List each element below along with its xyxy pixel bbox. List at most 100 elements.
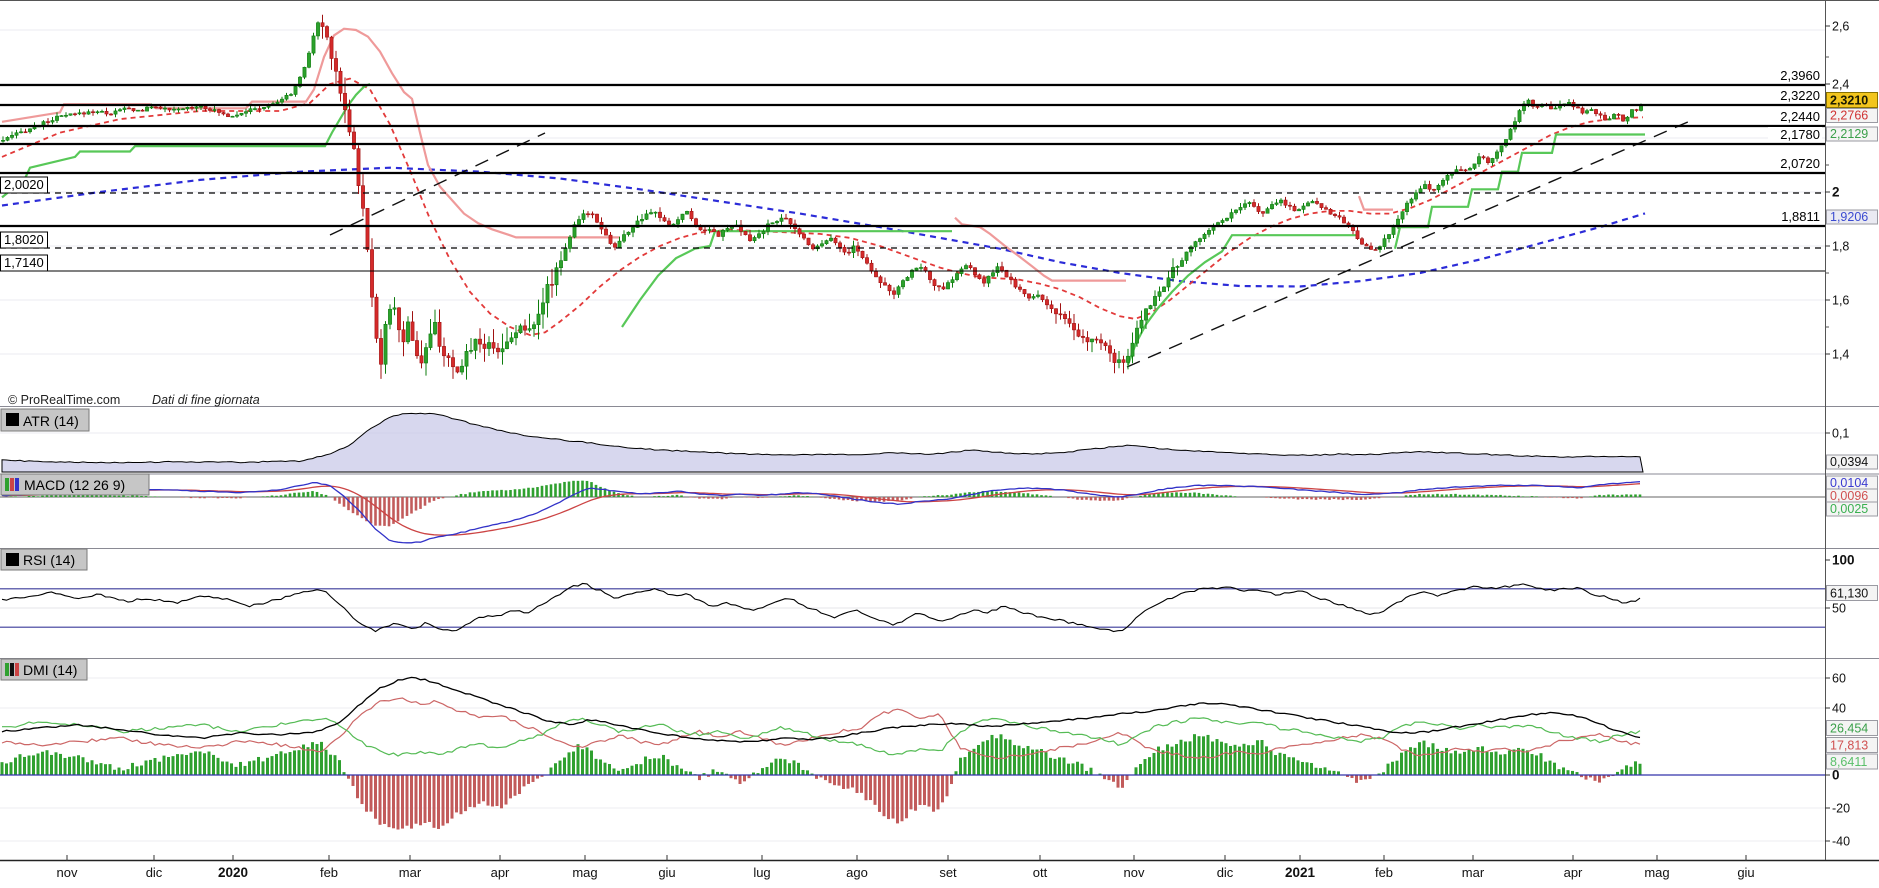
main-axis-tick: 1,6 — [1832, 294, 1849, 308]
price-level-label-bg — [1768, 127, 1822, 142]
month-label: feb — [1375, 865, 1393, 880]
dmi-adx-line — [1, 676, 1641, 743]
price-level-label-box — [0, 254, 48, 272]
price-level-label-bg — [1768, 109, 1822, 124]
dmi-indicator-label[interactable]: DMI (14) — [0, 658, 88, 681]
month-label: nov — [57, 865, 78, 880]
price-level-label: 2,3220 — [1780, 88, 1820, 103]
price-level-label-bg — [1768, 88, 1822, 103]
rsi-indicator-label[interactable]: RSI (14) — [0, 548, 88, 571]
atr-indicator-label[interactable]: ATR (14) — [0, 408, 90, 432]
month-label: lug — [753, 865, 770, 880]
rsi-value: 61,130 — [1830, 587, 1868, 601]
atr-legend-icon — [6, 413, 19, 426]
month-label: feb — [320, 865, 338, 880]
main-axis-tick: 1,4 — [1832, 348, 1849, 362]
month-label: 2021 — [1285, 865, 1316, 880]
month-label: ago — [846, 865, 868, 880]
dmi-hist-value: 8,6411 — [1830, 755, 1867, 769]
atr-area — [1, 412, 1644, 473]
price-level-label-box — [0, 231, 48, 249]
dmi-plus-di-value-box: 26,454 — [1826, 720, 1878, 736]
main-axis-tick: 2,4 — [1832, 78, 1849, 92]
rsi-axis-tick: 50 — [1832, 602, 1846, 616]
month-label: mar — [1462, 865, 1485, 880]
axis-ticks[interactable]: 2,6 2,4 2 1,8 1,6 1,4 0,1 100 50 60 40 0 -20 -40 — [1825, 20, 1855, 849]
dmi-axis-tick: 0 — [1832, 768, 1840, 783]
price-level-label: 1,7140 — [4, 255, 44, 270]
main-axis-tick: 2,6 — [1832, 20, 1849, 34]
green-stop-value: 2,2129 — [1830, 127, 1868, 141]
month-label: mag — [572, 865, 597, 880]
green-stop-line — [1126, 234, 1358, 366]
green-stop-value-box: 2,2129 — [1826, 126, 1878, 142]
macd-signal-value: 0,0096 — [1830, 489, 1868, 503]
macd-label-text: MACD (12 26 9) — [24, 477, 125, 493]
dmi-minus-di-value-box: 17,813 — [1826, 737, 1878, 753]
price-level-label: 1,8811 — [1781, 209, 1820, 224]
last-price-value: 2,3210 — [1830, 94, 1868, 108]
time-axis[interactable]: nov dic 2020 feb mar apr mag giu lug ago set ott nov… — [57, 855, 1755, 880]
price-and-indicator-series — [0, 14, 1825, 830]
macd-indicator-label[interactable]: MACD (12 26 9) — [0, 473, 150, 496]
dmi-hist-value-box: 8,6411 — [1826, 753, 1878, 770]
atr-value-box: 0,0394 — [1826, 454, 1878, 470]
atr-label-text: ATR (14) — [23, 413, 79, 429]
blue-ma-value-box: 1,9206 — [1826, 209, 1878, 225]
price-level-label-bg — [1768, 209, 1822, 224]
candlesticks — [1, 14, 1643, 380]
data-note-watermark: Dati di fine giornata — [152, 393, 260, 407]
red-ma-value: 2,2766 — [1830, 109, 1868, 123]
month-label: 2020 — [218, 865, 248, 880]
month-label: ott — [1033, 865, 1048, 880]
macd-hist-value: 0,0025 — [1830, 502, 1868, 516]
trendline — [329, 132, 546, 236]
green-stop-line — [1, 82, 371, 199]
month-label: dic — [146, 865, 163, 880]
price-level-label: 1,8020 — [4, 232, 44, 247]
last-price-box: 2,3210 — [1826, 92, 1878, 108]
price-level-label: 2,0020 — [4, 177, 44, 192]
blue-dashed-moving-average — [1, 166, 1646, 288]
rsi-value-box: 61,130 — [1826, 585, 1878, 601]
macd-line-value: 0,0104 — [1830, 476, 1868, 490]
price-level-label-bg — [1768, 68, 1822, 83]
month-label: apr — [1564, 865, 1583, 880]
dmi-axis-tick: 40 — [1832, 702, 1846, 716]
dmi-minus-di-line — [1, 697, 1641, 760]
trendline — [1126, 120, 1691, 368]
month-label: giu — [658, 865, 675, 880]
macd-line-value-box: 0,0104 — [1826, 475, 1878, 491]
dmi-legend-icon — [5, 663, 19, 676]
month-label: giu — [1737, 865, 1754, 880]
price-level-label: 2,0720 — [1780, 156, 1820, 171]
macd-signal-value-box: 0,0096 — [1826, 488, 1878, 504]
price-level-label-bg — [1768, 156, 1822, 171]
price-level-label: 2,1780 — [1780, 127, 1820, 142]
green-stop-line — [1393, 133, 1645, 249]
price-level-label-box — [0, 176, 48, 194]
dmi-plus-di-value: 26,454 — [1830, 722, 1868, 736]
month-label: set — [939, 865, 957, 880]
macd-hist-value-box: 0,0025 — [1826, 501, 1878, 517]
month-label: nov — [1124, 865, 1145, 880]
prorealtime-watermark: © ProRealTime.com — [8, 393, 120, 407]
atr-value: 0,0394 — [1830, 455, 1868, 469]
main-axis-tick: 2 — [1832, 185, 1840, 200]
month-label: mag — [1644, 865, 1669, 880]
dmi-axis-tick: -20 — [1832, 802, 1850, 816]
dmi-label-text: DMI (14) — [23, 662, 77, 678]
horizontal-price-levels: 2,3960 2,3220 2,2440 2,1780 2,0720 1,8811 2,00… — [0, 68, 1825, 272]
rsi-legend-icon — [6, 553, 19, 566]
main-axis-tick: 1,8 — [1832, 240, 1849, 254]
month-label: dic — [1217, 865, 1234, 880]
pink-stop-line — [1357, 195, 1393, 211]
red-ma-value-box: 2,2766 — [1826, 108, 1878, 123]
macd-line — [1, 481, 1641, 544]
dmi-axis-tick: 60 — [1832, 672, 1846, 686]
macd-legend-icon — [5, 478, 19, 491]
macd-histogram — [9, 480, 1642, 527]
price-level-label: 2,3960 — [1780, 68, 1820, 83]
